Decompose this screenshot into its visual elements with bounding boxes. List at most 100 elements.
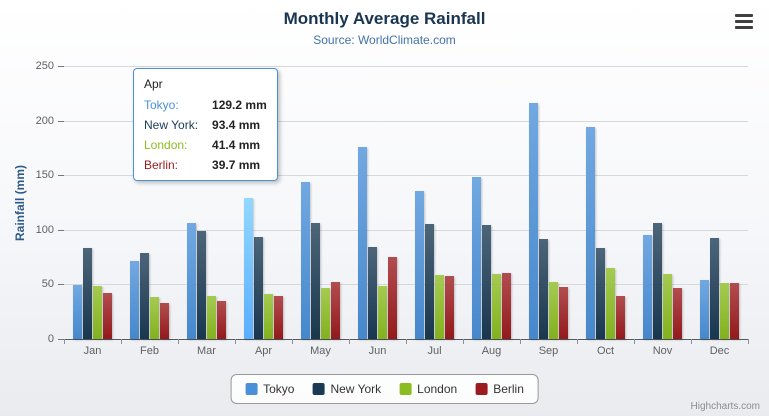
bar-tokyo-may[interactable] [301, 181, 310, 339]
bar-tokyo-oct[interactable] [586, 127, 595, 339]
chart-subtitle: Source: WorldClimate.com [313, 33, 456, 47]
bar-tokyo-jul[interactable] [415, 190, 424, 339]
x-axis-tick [748, 339, 749, 344]
y-axis-tick [58, 229, 64, 231]
y-axis-label: 0 [47, 333, 54, 345]
bar-new-york-jul[interactable] [425, 224, 434, 339]
bar-tokyo-jun[interactable] [358, 146, 367, 339]
bar-tokyo-sep[interactable] [529, 102, 538, 339]
x-axis-tick [463, 339, 464, 344]
bar-berlin-jul[interactable] [445, 276, 454, 339]
legend-symbol-new-york [312, 383, 325, 395]
x-axis-tick [64, 339, 65, 344]
x-axis-tick [178, 339, 179, 344]
legend-item-tokyo[interactable]: Tokyo [245, 382, 294, 396]
bar-berlin-sep[interactable] [559, 287, 568, 339]
bar-new-york-dec[interactable] [710, 238, 719, 339]
y-axis-label: 250 [35, 60, 54, 72]
bar-london-jan[interactable] [93, 285, 102, 339]
bar-tokyo-jan[interactable] [73, 284, 82, 339]
bar-tokyo-nov[interactable] [643, 234, 652, 339]
x-axis-tick [634, 339, 635, 344]
tooltip-series-name: London: [144, 138, 188, 152]
bar-london-mar[interactable] [207, 296, 216, 339]
y-axis-title: Rainfall (mm) [13, 164, 27, 242]
x-axis-tick [235, 339, 236, 344]
bar-london-oct[interactable] [606, 267, 615, 339]
highcharts-credits-link[interactable]: Highcharts.com [690, 401, 760, 412]
tooltip-series-value: 41.4 mm [212, 138, 261, 152]
tooltip-series-name: New York: [144, 118, 199, 132]
bar-berlin-jun[interactable] [388, 256, 397, 339]
legend-label-new-york: New York [330, 382, 382, 396]
bar-berlin-nov[interactable] [673, 287, 682, 339]
bars-layer [64, 66, 748, 339]
bar-new-york-feb[interactable] [140, 252, 149, 339]
bar-berlin-oct[interactable] [616, 296, 625, 339]
bar-london-aug[interactable] [492, 273, 501, 339]
bar-new-york-sep[interactable] [539, 239, 548, 339]
grid-line [64, 229, 748, 231]
bar-berlin-jan[interactable] [103, 292, 112, 339]
bar-berlin-may[interactable] [331, 281, 340, 339]
tooltip-series-value: 129.2 mm [212, 98, 267, 112]
bar-berlin-feb[interactable] [160, 302, 169, 339]
bar-berlin-apr[interactable] [274, 295, 283, 339]
hamburger-icon-line [735, 20, 753, 23]
bar-london-jun[interactable] [378, 286, 387, 339]
bar-new-york-apr[interactable] [254, 237, 263, 339]
bar-new-york-jan[interactable] [83, 247, 92, 339]
x-axis-label-sep: Sep [538, 345, 559, 357]
bar-tokyo-aug[interactable] [472, 176, 481, 339]
x-axis-label-mar: Mar [197, 345, 216, 357]
tooltip-header: Apr [144, 77, 163, 91]
legend-item-london[interactable]: London [399, 382, 457, 396]
category-group-sep [520, 66, 577, 339]
bar-new-york-aug[interactable] [482, 225, 491, 339]
x-axis-label-jul: Jul [427, 345, 442, 357]
y-axis-label: 100 [35, 223, 54, 236]
bar-new-york-may[interactable] [311, 223, 320, 339]
category-group-feb [121, 66, 178, 339]
bar-london-apr[interactable] [264, 293, 273, 339]
bar-new-york-mar[interactable] [197, 231, 206, 339]
plot-area: 0 50 100 150 200 250 [36, 60, 749, 345]
bar-new-york-jun[interactable] [368, 246, 377, 339]
bar-tokyo-mar[interactable] [187, 222, 196, 339]
y-axis-tick [58, 175, 64, 177]
export-menu-button[interactable] [733, 13, 755, 30]
x-axis-tick [577, 339, 578, 344]
bar-london-feb[interactable] [150, 296, 159, 339]
bar-london-jul[interactable] [435, 274, 444, 339]
category-group-jul [406, 66, 463, 339]
x-axis-label-oct: Oct [596, 345, 615, 357]
chart-title: Monthly Average Rainfall [283, 9, 486, 28]
x-axis-labels: Jan Feb Mar Apr May Jun Jul Aug Sep Oct Nov Dec [64, 345, 748, 357]
bar-new-york-oct[interactable] [596, 247, 605, 339]
y-axis-tick [58, 339, 64, 340]
tooltip: Apr Tokyo: 129.2 mm New York: 93.4 mm London… [133, 68, 278, 181]
legend-item-new-york[interactable]: New York [312, 382, 381, 396]
bar-tokyo-apr[interactable] [244, 197, 253, 339]
x-axis-label-feb: Feb [140, 345, 159, 357]
category-group-mar [178, 66, 235, 339]
x-axis-label-nov: Nov [652, 345, 673, 357]
grid-layer [64, 66, 748, 339]
legend-item-berlin[interactable]: Berlin [475, 382, 524, 396]
bar-tokyo-feb[interactable] [130, 260, 139, 339]
bar-berlin-aug[interactable] [502, 273, 511, 339]
category-group-oct [577, 66, 634, 339]
bar-london-dec[interactable] [720, 283, 729, 339]
bar-london-sep[interactable] [549, 281, 558, 339]
bar-london-nov[interactable] [663, 274, 672, 339]
y-axis-label: 150 [35, 169, 54, 182]
bar-tokyo-dec[interactable] [700, 279, 709, 339]
bar-berlin-dec[interactable] [730, 283, 739, 339]
x-axis-label-jun: Jun [368, 345, 387, 357]
bar-new-york-nov[interactable] [653, 222, 662, 339]
category-group-may [292, 66, 349, 339]
bar-berlin-mar[interactable] [217, 301, 226, 339]
legend-symbol-london [399, 383, 412, 395]
bar-london-may[interactable] [321, 287, 330, 339]
